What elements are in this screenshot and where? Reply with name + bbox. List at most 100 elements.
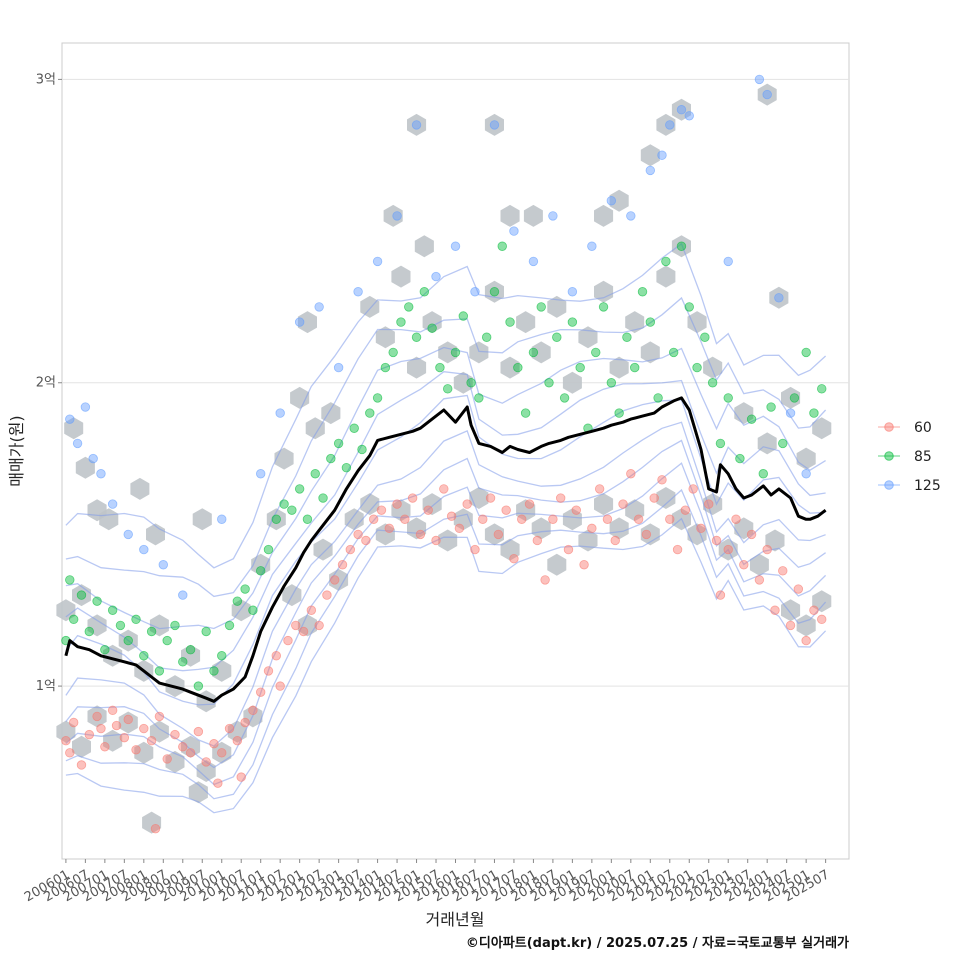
point-85 (645, 317, 656, 327)
point-125 (72, 438, 83, 449)
point-85 (419, 287, 430, 297)
point-60 (688, 484, 698, 494)
hexbin-cell (671, 235, 691, 258)
point-85 (544, 378, 554, 388)
hexbin-cell (609, 356, 629, 379)
hexbin-cell (321, 402, 341, 425)
point-85 (279, 499, 289, 509)
point-85 (801, 347, 811, 358)
point-85 (723, 393, 733, 403)
point-125 (139, 544, 149, 555)
point-60 (739, 560, 749, 570)
point-125 (645, 165, 656, 176)
caption: ©디아파트(dapt.kr) / 2025.07.25 / 자료=국토교통부 실… (466, 935, 849, 951)
point-85 (146, 626, 157, 637)
hexbin-cell (438, 529, 458, 552)
point-60 (185, 748, 196, 758)
hexbin-cell (266, 508, 286, 531)
x-axis: 2006012006072007012007072008012008072009… (22, 859, 832, 905)
point-60 (587, 523, 597, 534)
point-85 (700, 332, 710, 342)
hexbin-cell (87, 614, 107, 637)
hexbin-cell (422, 311, 442, 334)
point-60 (801, 635, 811, 646)
point-60 (415, 529, 426, 540)
point-125 (217, 514, 227, 524)
point-125 (665, 120, 675, 130)
point-85 (778, 438, 788, 449)
hexbin-cell (391, 499, 411, 522)
hexbin-cell (671, 98, 691, 121)
hexbin-cell (609, 517, 629, 540)
hexbin-cell (72, 735, 91, 758)
legend-key-85 (884, 451, 894, 461)
point-60 (306, 605, 317, 615)
point-60 (540, 575, 550, 585)
point-85 (294, 484, 305, 494)
hexbin-cell (531, 517, 551, 540)
point-60 (704, 499, 714, 509)
point-60 (119, 732, 130, 743)
point-125 (392, 211, 402, 221)
point-85 (178, 657, 188, 667)
point-60 (715, 590, 726, 600)
point-60 (793, 584, 804, 594)
point-85 (341, 462, 352, 473)
hexbin-cell (734, 517, 754, 540)
hexbin-cell (407, 517, 427, 540)
hexbin-cell (181, 735, 201, 758)
hexbin-cell (547, 553, 567, 576)
point-85 (466, 378, 476, 388)
point-60 (485, 493, 496, 503)
point-125 (88, 453, 98, 464)
point-125 (528, 256, 539, 267)
point-60 (462, 499, 472, 509)
point-85 (458, 311, 468, 321)
point-60 (65, 748, 75, 758)
point-60 (330, 575, 340, 585)
point-85 (248, 605, 258, 615)
point-125 (676, 105, 687, 115)
point-85 (450, 347, 461, 358)
point-60 (407, 493, 418, 503)
density-contour (65, 296, 827, 598)
point-125 (657, 150, 667, 160)
point-125 (107, 499, 118, 509)
hexbin-cell (438, 341, 458, 364)
point-85 (598, 302, 609, 312)
point-60 (579, 560, 589, 570)
point-85 (76, 590, 87, 600)
point-85 (528, 347, 539, 358)
hexbin-cell (469, 341, 489, 364)
point-85 (707, 378, 718, 388)
point-60 (162, 754, 172, 764)
point-85 (139, 651, 149, 661)
point-85 (668, 347, 679, 358)
point-85 (474, 393, 484, 403)
point-60 (213, 778, 223, 788)
point-60 (548, 514, 558, 524)
hexbin-cell (484, 280, 504, 303)
density-contour (65, 421, 826, 747)
point-85 (209, 666, 219, 676)
point-125 (275, 408, 285, 418)
point-60 (248, 705, 258, 716)
point-60 (353, 529, 363, 540)
point-60 (384, 523, 394, 534)
point-125 (96, 469, 106, 479)
point-60 (641, 529, 652, 540)
hexbin-cell (500, 204, 520, 227)
point-85 (552, 332, 562, 342)
hexbin-cell (516, 311, 536, 334)
hexbin-cell (453, 508, 473, 531)
point-60 (170, 729, 180, 740)
point-125 (762, 89, 772, 100)
point-85 (115, 620, 126, 631)
hexbin-cell (118, 711, 138, 734)
point-125 (123, 529, 133, 540)
hexbin-cell (305, 417, 325, 440)
legend-label: 85 (914, 449, 932, 465)
point-85 (567, 317, 578, 327)
point-85 (217, 651, 227, 661)
point-125 (489, 120, 500, 130)
